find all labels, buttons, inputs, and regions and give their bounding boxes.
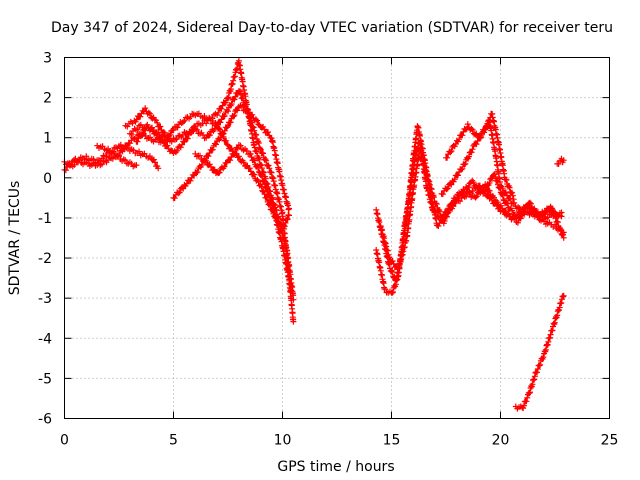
y-tick-label: 1 — [43, 131, 52, 147]
x-axis-label: GPS time / hours — [277, 459, 394, 475]
data-point-markers — [512, 292, 567, 412]
series-arc-11 — [377, 147, 567, 272]
y-axis-label: SDTVAR / TECUs — [7, 181, 23, 296]
y-tick-label: -6 — [38, 412, 52, 428]
x-axis: 0 5 10 15 20 25 — [60, 57, 619, 449]
series-arc-15 — [554, 155, 567, 167]
y-tick-label: 0 — [43, 171, 52, 187]
x-tick-label: 5 — [169, 433, 178, 449]
chart-title: Day 347 of 2024, Sidereal Day-to-day VTE… — [51, 20, 613, 36]
x-tick-label: 20 — [492, 433, 510, 449]
x-tick-label: 0 — [60, 433, 69, 449]
series-arc-14 — [512, 292, 567, 412]
series-arc-13 — [438, 110, 517, 203]
series-arc-8 — [192, 142, 295, 294]
data-point-markers — [133, 121, 173, 145]
x-tick-label: 10 — [274, 433, 292, 449]
plot-frame — [64, 57, 610, 419]
y-tick-label: -4 — [38, 331, 52, 347]
y-tick-label: -1 — [38, 211, 52, 227]
data-point-markers — [94, 142, 140, 170]
series-arc-5 — [126, 57, 297, 303]
data-point-markers — [192, 142, 295, 294]
y-tick-label: -2 — [38, 251, 52, 267]
data-points — [61, 57, 567, 412]
y-tick-label: -3 — [38, 291, 52, 307]
x-tick-label: 15 — [383, 433, 401, 449]
data-point-markers — [126, 57, 297, 303]
series-arc-3 — [94, 142, 140, 170]
y-axis: -6 -5 -4 -3 -2 -1 0 1 2 3 — [38, 51, 610, 428]
series-arc-6 — [133, 121, 173, 145]
grid-lines — [64, 57, 610, 419]
x-tick-label: 25 — [601, 433, 619, 449]
data-point-markers — [377, 147, 567, 272]
data-point-markers — [554, 155, 567, 167]
data-point-markers — [438, 110, 517, 203]
y-tick-label: -5 — [38, 371, 52, 387]
y-tick-label: 3 — [43, 51, 52, 67]
y-tick-label: 2 — [43, 91, 52, 107]
